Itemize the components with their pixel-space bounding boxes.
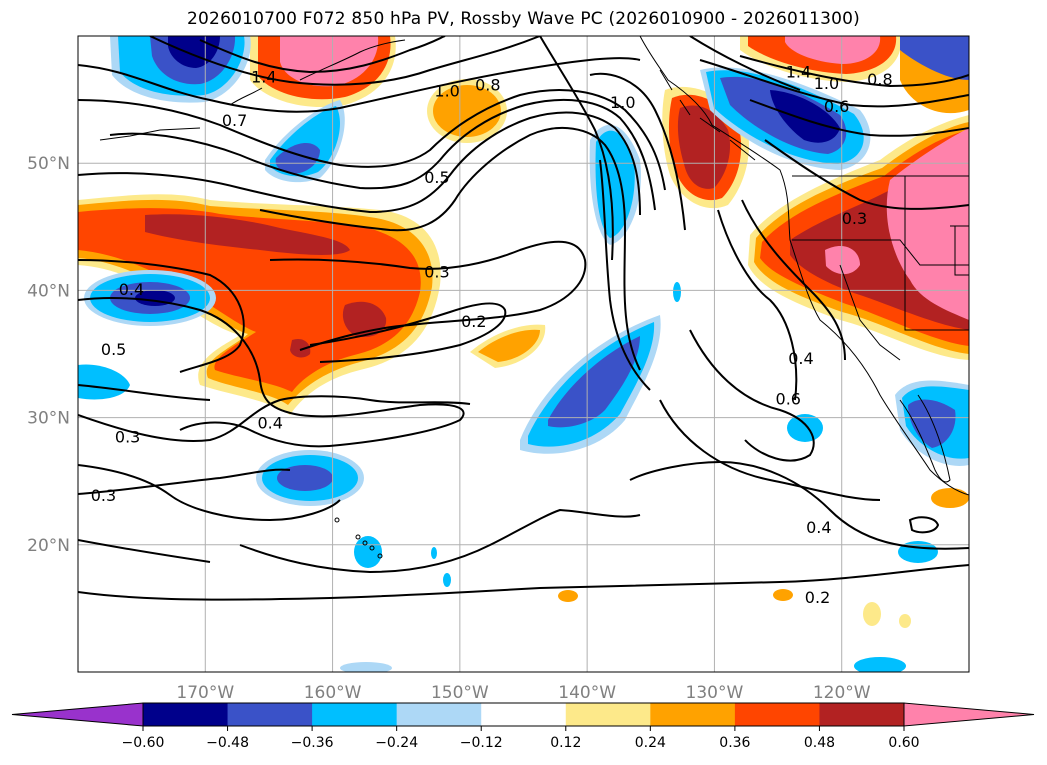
lon-tick-label: 170°W	[176, 683, 234, 703]
contour-label: 0.3	[91, 486, 116, 505]
contour-label: 0.3	[424, 262, 449, 281]
lon-tick-label: 140°W	[558, 683, 616, 703]
colorbar-frame	[142, 702, 905, 727]
contour-label: 0.2	[461, 312, 486, 331]
colorbar-segment	[396, 703, 482, 726]
contour-label: 0.4	[257, 414, 282, 433]
colorbar-extend-low	[11, 702, 144, 727]
pv-contours	[78, 36, 969, 601]
colorbar-segment	[227, 703, 313, 726]
lon-tick-label: 130°W	[686, 683, 744, 703]
map-frame	[77, 35, 970, 673]
colorbar-segment	[565, 703, 651, 726]
colorbar-extend-high	[903, 702, 1035, 727]
lat-tick-label: 40°N	[27, 281, 70, 301]
contour-label: 1.0	[814, 74, 839, 93]
graticule	[78, 36, 969, 672]
contour-labels: 1.4 1.41.00.60.80.71.0 0.81.00.50.30.40.30…	[91, 63, 893, 607]
state-border-2	[904, 176, 969, 331]
colorbar: −0.60 −0.48 −0.36 −0.24 −0.12 0.12 0.24 0.36 0.4…	[11, 702, 1035, 751]
contour-label: 0.7	[222, 111, 247, 130]
colorbar-segment	[819, 703, 905, 726]
colorbar-tick-label: −0.12	[460, 735, 503, 751]
aleutians	[99, 87, 263, 141]
coastlines	[99, 36, 969, 559]
lon-tick-label: 120°W	[813, 683, 871, 703]
lat-tick-label: 50°N	[27, 154, 70, 174]
contour-label: 1.4	[251, 68, 276, 87]
contour-label: 0.5	[101, 340, 126, 359]
longitude-tick-labels: 170°W 160°W 150°W 140°W 130°W 120°W	[176, 683, 870, 703]
latitude-tick-labels: 20°N 30°N 40°N 50°N	[27, 154, 70, 556]
contour-label: 0.8	[867, 70, 892, 89]
north-america-coast	[639, 36, 969, 496]
colorbar-segment	[734, 703, 820, 726]
lon-tick-label: 150°W	[431, 683, 489, 703]
state-border-3	[839, 264, 901, 361]
contour-label: 0.5	[424, 168, 449, 187]
colorbar-segment	[312, 703, 398, 726]
contour-label: 0.8	[475, 75, 500, 94]
colorbar-tick-label: −0.24	[375, 735, 418, 751]
contour-label: 0.4	[119, 280, 144, 299]
colorbar-tick-label: 0.12	[550, 735, 581, 751]
map-title: 2026010700 F072 850 hPa PV, Rossby Wave …	[187, 9, 860, 29]
contour-label: 0.6	[824, 97, 849, 116]
contour-label: 0.3	[115, 428, 140, 447]
contour-label: 0.2	[805, 588, 830, 607]
lon-tick-label: 160°W	[304, 683, 362, 703]
contour-label: 1.0	[434, 82, 459, 101]
contour-label: 0.4	[806, 518, 831, 537]
contour-label: 0.6	[776, 390, 801, 409]
lat-tick-label: 20°N	[27, 536, 70, 556]
state-border-1	[792, 239, 969, 266]
colorbar-tick-label: −0.48	[206, 735, 249, 751]
baja-coast	[899, 394, 951, 483]
colorbar-segment	[650, 703, 736, 726]
contour-label: 0.4	[788, 349, 813, 368]
contour-label: 0.3	[842, 209, 867, 228]
bc-islands	[659, 69, 756, 161]
colorbar-segment	[481, 703, 567, 726]
colorbar-tick-label: 0.48	[804, 735, 835, 751]
colorbar-segment	[143, 703, 229, 726]
colorbar-tick-label: 0.60	[888, 735, 919, 751]
contour-label: 1.0	[610, 93, 635, 112]
colorbar-tick-label: 0.36	[719, 735, 750, 751]
lat-tick-label: 30°N	[27, 409, 70, 429]
colorbar-tick-label: −0.36	[291, 735, 334, 751]
contour-label: 1.4	[786, 63, 811, 82]
state-border-4	[950, 225, 969, 276]
colorbar-tick-label: 0.24	[635, 735, 666, 751]
colorbar-tick-label: −0.60	[122, 735, 165, 751]
